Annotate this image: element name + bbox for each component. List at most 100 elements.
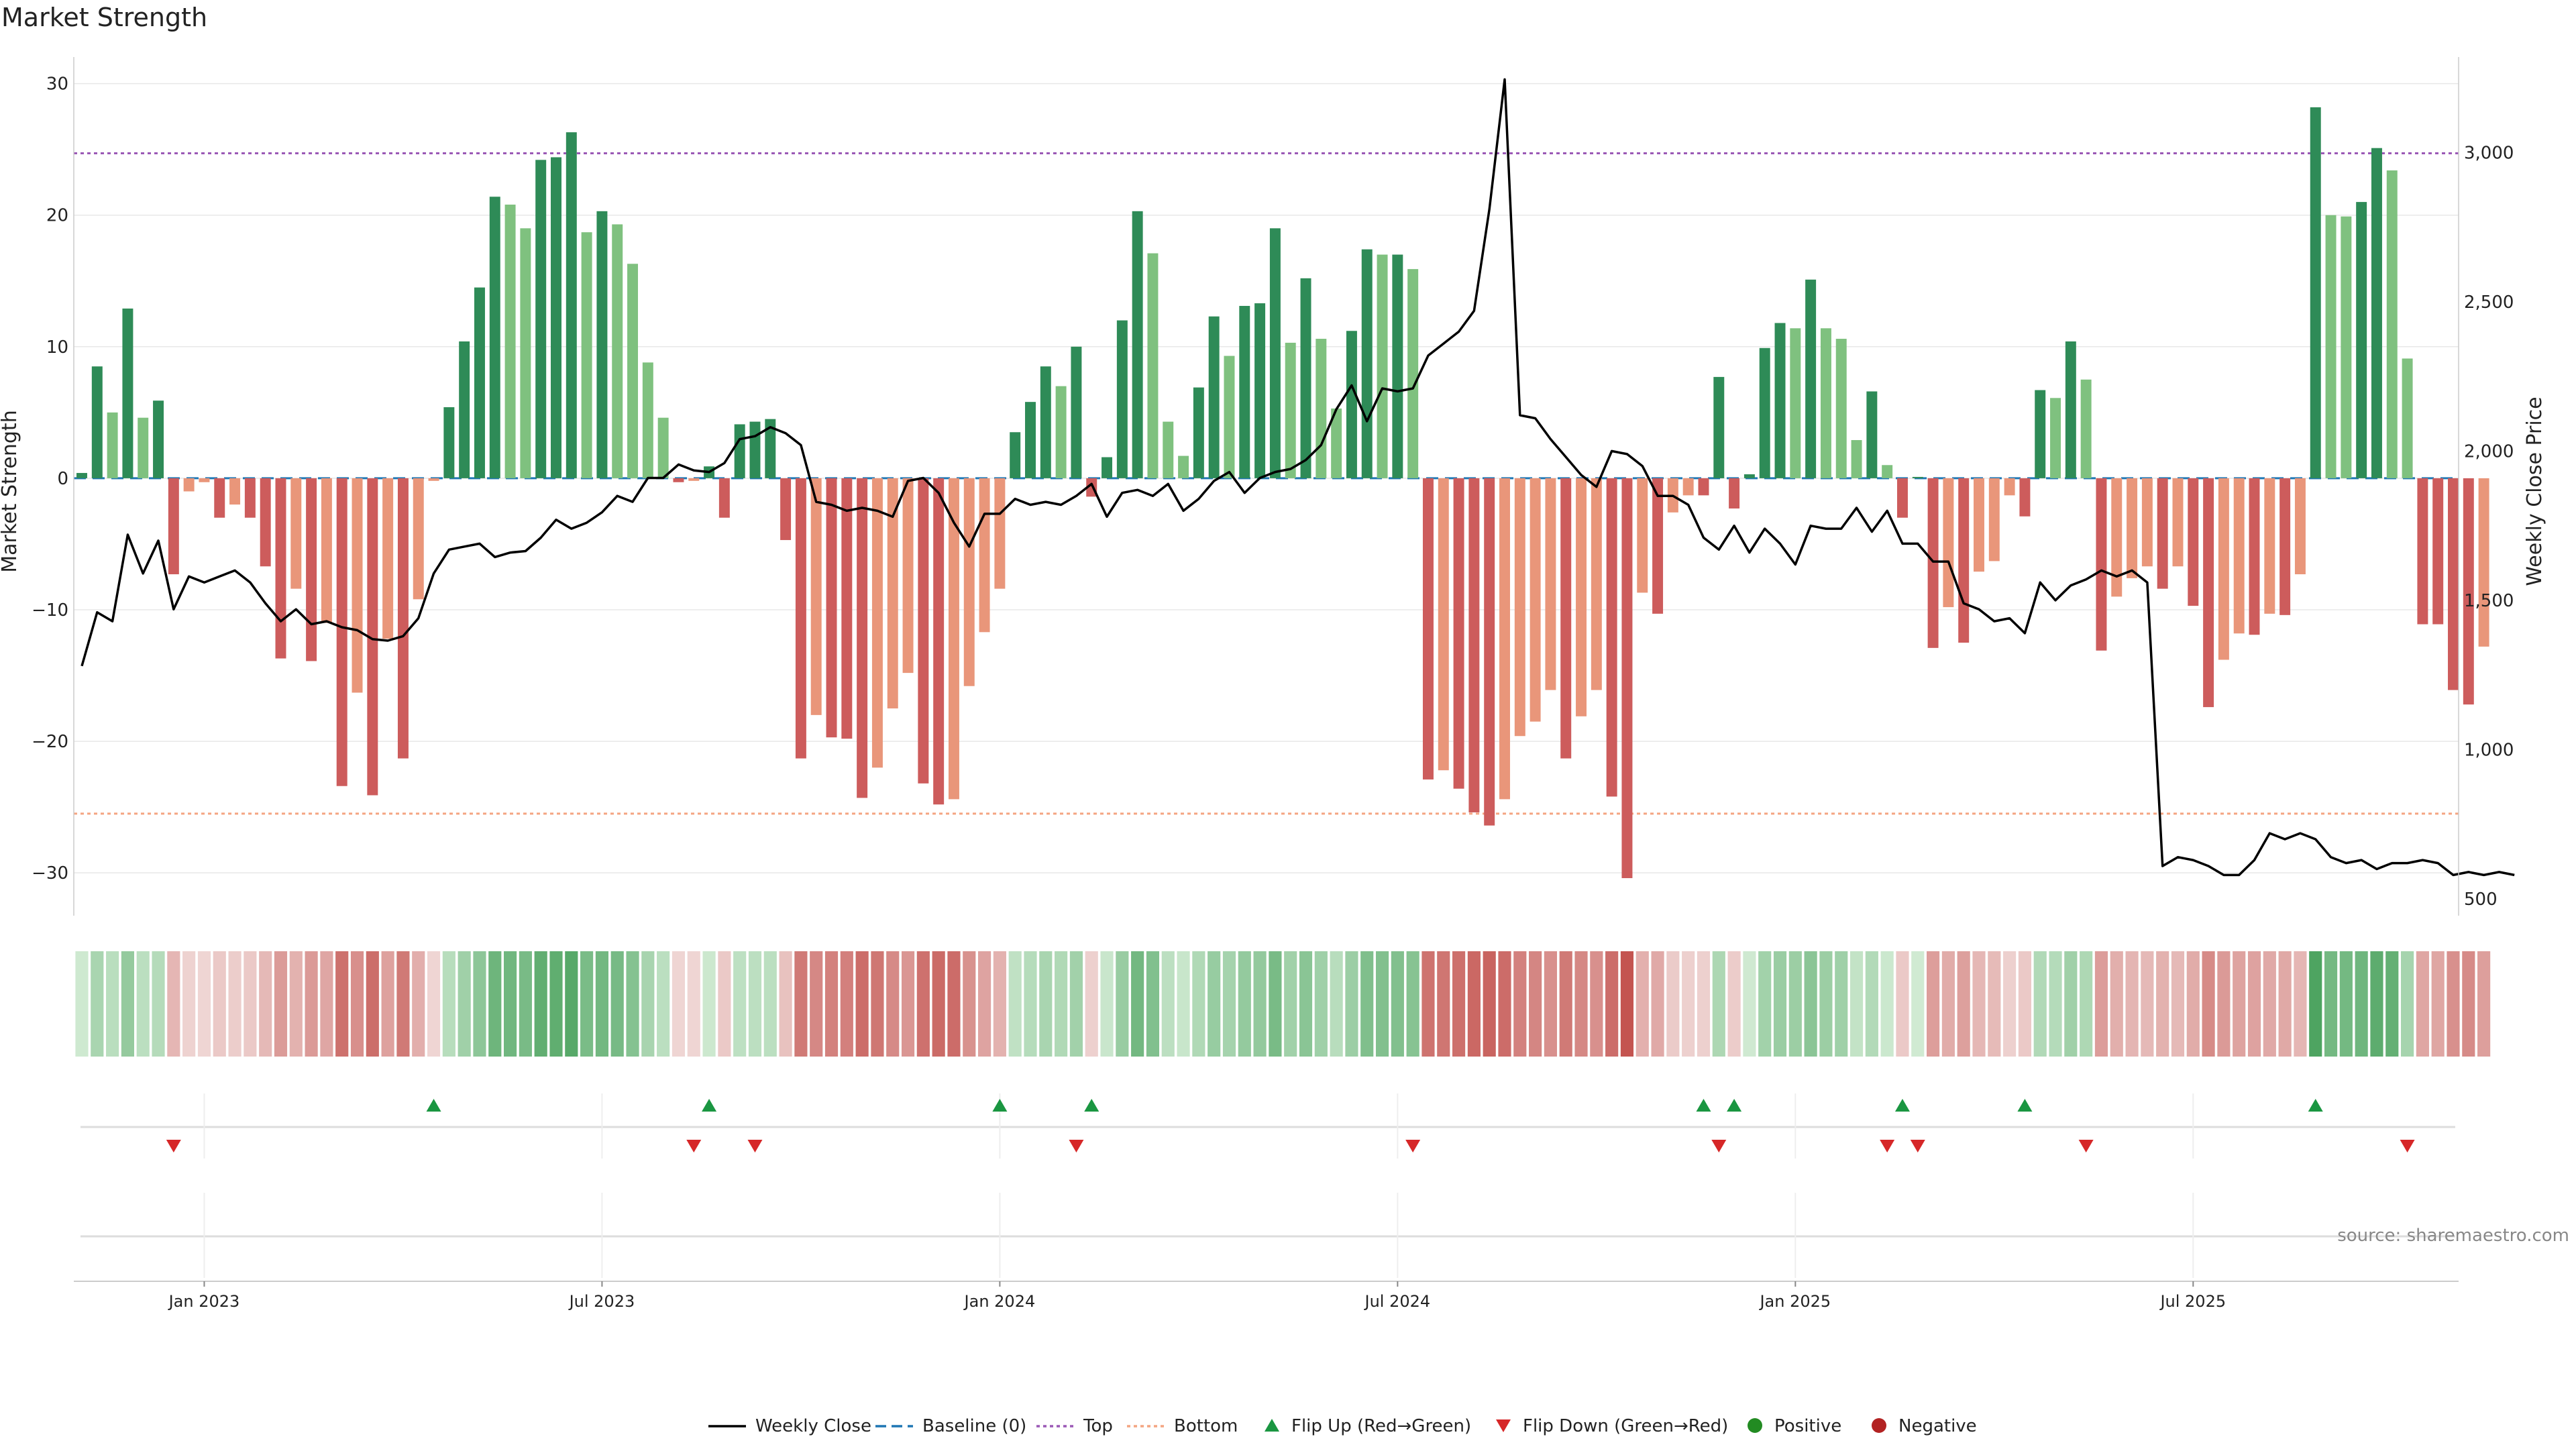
heat-cell bbox=[1437, 951, 1450, 1057]
strength-bar bbox=[1499, 478, 1510, 800]
strength-bar bbox=[153, 400, 164, 478]
heat-cell bbox=[702, 951, 716, 1057]
y2-tick-label: 500 bbox=[2464, 890, 2498, 910]
strength-bar bbox=[1927, 478, 1939, 648]
x-tick-label: Jan 2025 bbox=[1758, 1292, 1831, 1311]
legend-flip-up[interactable]: Flip Up (Red→Green) bbox=[1265, 1416, 1471, 1436]
legend-positive[interactable]: Positive bbox=[1748, 1416, 1841, 1436]
heat-cell bbox=[1146, 951, 1160, 1057]
heat-cell bbox=[2247, 951, 2261, 1057]
strength-bar bbox=[1743, 474, 1755, 478]
strength-bar bbox=[1606, 478, 1617, 797]
strength-bar bbox=[871, 478, 883, 768]
strength-bar bbox=[367, 478, 378, 796]
strength-bar bbox=[1912, 476, 1923, 478]
strength-bar bbox=[2065, 341, 2076, 478]
strength-bar bbox=[2478, 478, 2489, 647]
legend-dot-icon bbox=[1748, 1418, 1762, 1433]
strength-bar bbox=[1805, 279, 1817, 478]
strength-bar bbox=[2096, 478, 2107, 651]
strength-bar bbox=[887, 478, 898, 709]
strength-bar bbox=[673, 478, 684, 482]
strength-bar bbox=[413, 478, 424, 600]
strength-bar bbox=[1943, 478, 1954, 608]
legend-down-triangle-icon bbox=[1496, 1419, 1511, 1432]
legend-label: Weekly Close bbox=[755, 1416, 871, 1436]
strength-bar bbox=[1958, 478, 1970, 643]
heat-cell bbox=[1467, 951, 1481, 1057]
strength-bar bbox=[520, 228, 531, 478]
strength-bar bbox=[1713, 376, 1725, 478]
legend-baseline[interactable]: Baseline (0) bbox=[875, 1416, 1026, 1436]
strength-bar bbox=[1346, 331, 1357, 478]
heat-cell bbox=[763, 951, 777, 1057]
strength-bar bbox=[2035, 390, 2046, 478]
heat-cell bbox=[901, 951, 915, 1057]
strength-bar bbox=[244, 478, 256, 518]
heat-cell bbox=[167, 951, 180, 1057]
legend-weekly-close[interactable]: Weekly Close bbox=[708, 1416, 871, 1436]
flip-up-marker bbox=[426, 1099, 441, 1112]
heat-cell bbox=[2033, 951, 2047, 1057]
strength-bar bbox=[2341, 216, 2352, 478]
heat-cell bbox=[1498, 951, 1511, 1057]
legend-bottom[interactable]: Bottom bbox=[1127, 1416, 1238, 1436]
heat-cell bbox=[2125, 951, 2139, 1057]
legend-up-triangle-icon bbox=[1265, 1419, 1279, 1432]
heat-cell bbox=[1544, 951, 1557, 1057]
flip-markers bbox=[80, 1093, 2455, 1278]
heat-cell bbox=[2278, 951, 2292, 1057]
heat-cell bbox=[1743, 951, 1756, 1057]
flip-down-marker bbox=[166, 1140, 181, 1152]
strength-bar bbox=[2432, 478, 2444, 625]
flip-up-marker bbox=[2308, 1099, 2323, 1112]
heat-cell bbox=[672, 951, 686, 1057]
strength-bar bbox=[2127, 478, 2138, 578]
heat-cell bbox=[1452, 951, 1466, 1057]
strength-bar bbox=[2279, 478, 2291, 615]
legend-label: Positive bbox=[1774, 1416, 1841, 1436]
heat-cell bbox=[305, 951, 318, 1057]
heat-cell bbox=[152, 951, 165, 1057]
strength-bar bbox=[2188, 478, 2199, 606]
legend-flip-down[interactable]: Flip Down (Green→Red) bbox=[1496, 1416, 1728, 1436]
strength-bar bbox=[1529, 478, 1541, 722]
heat-cell bbox=[794, 951, 808, 1057]
strength-bar bbox=[1988, 478, 2000, 561]
strength-bar bbox=[306, 478, 317, 661]
heat-cell bbox=[2141, 951, 2154, 1057]
heat-cell bbox=[2431, 951, 2445, 1057]
heat-cell bbox=[978, 951, 991, 1057]
heat-cell bbox=[197, 951, 211, 1057]
legend-label: Baseline (0) bbox=[922, 1416, 1026, 1436]
heat-cell bbox=[1666, 951, 1680, 1057]
heat-cell bbox=[2171, 951, 2185, 1057]
heat-cell bbox=[1069, 951, 1083, 1057]
heat-cell bbox=[1314, 951, 1328, 1057]
strength-bar bbox=[1514, 478, 1525, 737]
heat-cell bbox=[1238, 951, 1251, 1057]
heat-cell bbox=[458, 951, 471, 1057]
flip-up-marker bbox=[1696, 1099, 1711, 1112]
flip-down-marker bbox=[2400, 1140, 2415, 1152]
strength-bar bbox=[1698, 478, 1709, 496]
legend[interactable]: Weekly Close Baseline (0) Top Bottom Flip Up… bbox=[708, 1416, 1977, 1436]
strength-bar bbox=[1453, 478, 1464, 789]
heat-cell bbox=[687, 951, 700, 1057]
strength-bar bbox=[1102, 457, 1113, 478]
strength-bar bbox=[1729, 478, 1740, 508]
strength-bar bbox=[1361, 249, 1373, 478]
heat-cell bbox=[733, 951, 747, 1057]
heat-cell bbox=[504, 951, 517, 1057]
legend-top[interactable]: Top bbox=[1036, 1416, 1113, 1436]
legend-negative[interactable]: Negative bbox=[1872, 1416, 1977, 1436]
heat-cell bbox=[610, 951, 624, 1057]
flip-down-marker bbox=[747, 1140, 763, 1152]
heat-cell bbox=[259, 951, 272, 1057]
heat-cell bbox=[1131, 951, 1144, 1057]
strength-bar bbox=[2371, 148, 2382, 478]
heat-cell bbox=[2324, 951, 2338, 1057]
heat-cell bbox=[932, 951, 945, 1057]
strength-bar bbox=[963, 478, 975, 686]
strength-bar bbox=[551, 157, 561, 478]
